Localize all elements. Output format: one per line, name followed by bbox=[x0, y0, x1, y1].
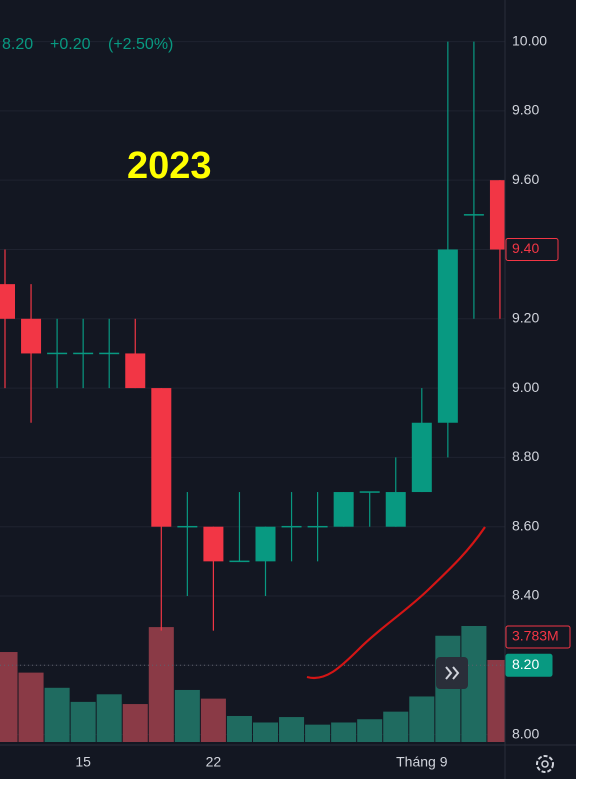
gear-outer[interactable] bbox=[536, 755, 554, 773]
candle-body bbox=[47, 352, 68, 355]
gear-inner[interactable] bbox=[541, 760, 549, 768]
hand-drawn-curve bbox=[306, 526, 486, 680]
volume-bar bbox=[200, 698, 226, 742]
volume-bar bbox=[70, 701, 96, 742]
y-tick-label: 9.00 bbox=[512, 379, 539, 395]
volume-bar bbox=[487, 659, 505, 742]
volume-bar bbox=[226, 715, 252, 742]
volume-bar bbox=[383, 711, 409, 742]
volume-bar bbox=[44, 687, 70, 742]
volume-bar bbox=[0, 652, 18, 742]
candle-body bbox=[177, 525, 198, 528]
candle-body bbox=[489, 180, 505, 250]
candle-body bbox=[411, 422, 432, 493]
scroll-icon[interactable] bbox=[445, 666, 460, 680]
last-price-label: 9.40 bbox=[512, 240, 539, 256]
volume-bar bbox=[252, 722, 279, 742]
candle-body bbox=[229, 560, 250, 563]
volume-bar bbox=[279, 717, 305, 742]
volume-bar bbox=[331, 722, 357, 742]
candle-body bbox=[437, 249, 458, 423]
volume-bar bbox=[122, 704, 148, 742]
candle-body bbox=[463, 214, 484, 216]
y-tick-label: 8.40 bbox=[512, 587, 539, 603]
plot-area bbox=[0, 41, 505, 742]
y-tick-label: 10.00 bbox=[512, 32, 547, 48]
candle-body bbox=[151, 388, 172, 527]
annotation: 2023 bbox=[127, 145, 212, 187]
last-volume-label: 3.783M bbox=[512, 628, 559, 644]
scroll-button[interactable] bbox=[436, 657, 468, 689]
reference-box bbox=[505, 653, 553, 677]
candle-body bbox=[307, 525, 328, 528]
x-tick-label: Tháng 9 bbox=[396, 754, 448, 770]
y-tick-label: 8.00 bbox=[512, 725, 539, 741]
volume-bar bbox=[18, 672, 44, 742]
candle-body bbox=[333, 492, 354, 527]
candle-body bbox=[125, 353, 146, 389]
reference-label: 8.20 bbox=[512, 656, 539, 672]
settings-button[interactable] bbox=[536, 755, 554, 773]
volume-bar bbox=[409, 696, 435, 742]
y-tick-label: 9.20 bbox=[512, 309, 539, 325]
volume-bar bbox=[357, 719, 383, 742]
candle-body bbox=[385, 492, 406, 527]
volume-bar bbox=[148, 627, 174, 742]
candle-body bbox=[203, 526, 224, 562]
y-tick-label: 9.80 bbox=[512, 102, 539, 118]
candle-body bbox=[359, 491, 380, 493]
x-tick-label: 15 bbox=[75, 754, 91, 770]
last-price-box bbox=[505, 237, 559, 261]
volume-bar bbox=[174, 689, 200, 742]
x-tick-label: 22 bbox=[206, 754, 222, 770]
y-tick-label: 8.80 bbox=[512, 448, 539, 464]
volume-bar bbox=[305, 724, 331, 742]
last-volume-box bbox=[505, 625, 571, 649]
candle-body bbox=[73, 352, 94, 355]
header-price: 8.20 bbox=[2, 36, 33, 53]
header-change-percent: (+2.50%) bbox=[108, 36, 173, 53]
candle-body bbox=[281, 525, 302, 528]
y-tick-label: 8.60 bbox=[512, 517, 539, 533]
candle-body bbox=[0, 284, 15, 319]
candle-body bbox=[21, 318, 42, 354]
volume-bar bbox=[96, 694, 122, 742]
header-change: +0.20 bbox=[50, 36, 91, 53]
candle-body bbox=[99, 352, 120, 355]
y-tick-label: 9.60 bbox=[512, 171, 539, 187]
candle-body bbox=[255, 526, 276, 562]
